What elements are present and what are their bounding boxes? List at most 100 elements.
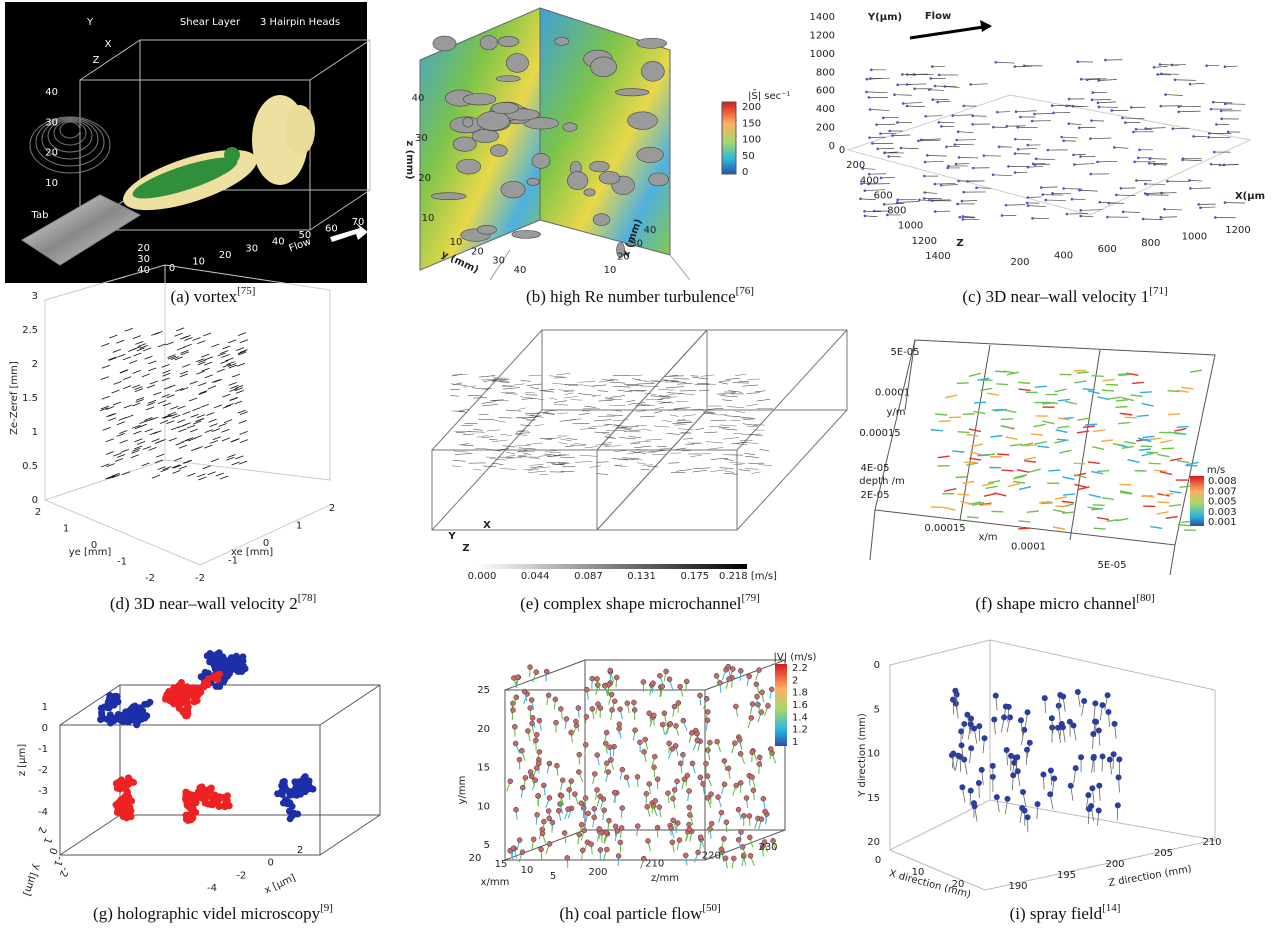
frame-line (1058, 399, 1070, 400)
particle (1132, 131, 1135, 134)
caption-text: (b) high Re number turbulence (526, 287, 736, 306)
frame-line (516, 431, 524, 432)
frame-line (1098, 102, 1116, 103)
tick-label: -2 (57, 865, 71, 878)
particle (606, 818, 611, 823)
particle (1156, 73, 1159, 76)
particle (1146, 193, 1149, 196)
droplet (1055, 725, 1061, 731)
particle (896, 84, 899, 87)
droplet (1049, 715, 1055, 721)
frame-line (1080, 190, 1098, 191)
frame-line (123, 377, 131, 380)
tick-label: 10 (422, 213, 435, 224)
frame-line (588, 426, 600, 428)
frame-line (193, 421, 201, 424)
frame-line (217, 369, 225, 372)
particle (749, 715, 754, 720)
particle (896, 121, 899, 124)
frame-line (670, 255, 690, 280)
particle (632, 707, 637, 712)
caption: (g) holographic videl microscopy[9] (93, 902, 333, 923)
droplet (1111, 751, 1117, 757)
frame-line (1094, 528, 1106, 529)
particle (731, 856, 736, 861)
frame-line (240, 340, 248, 343)
tick-label: 25 (477, 685, 490, 696)
frame-line (210, 424, 218, 427)
frame-line (1179, 486, 1191, 487)
particle (1014, 65, 1017, 68)
tick-label: 200 (588, 867, 607, 878)
particle (992, 126, 995, 129)
iso-surface (567, 172, 588, 190)
frame-line (216, 473, 224, 476)
particle (747, 835, 752, 840)
frame-line (630, 375, 642, 376)
frame-line (967, 517, 979, 518)
frame-line (935, 183, 956, 184)
frame-line (210, 441, 218, 444)
particle (660, 684, 665, 689)
particle (671, 818, 676, 823)
particle (1065, 105, 1068, 108)
droplet (1008, 753, 1014, 759)
particle (1153, 66, 1156, 69)
frame-line (238, 333, 246, 336)
frame-line (1122, 447, 1134, 449)
particle (553, 720, 558, 725)
frame-line (755, 391, 765, 392)
caption: (f) shape micro channel[80] (975, 592, 1154, 613)
particle (1224, 65, 1227, 68)
particle (576, 769, 581, 774)
frame-line (907, 106, 925, 107)
droplet (979, 767, 985, 773)
particle (566, 807, 571, 812)
particle (959, 216, 962, 219)
particle (703, 761, 708, 766)
particle (1138, 149, 1141, 152)
iso-surface (463, 117, 473, 127)
particle (589, 842, 594, 847)
particle (681, 718, 686, 723)
frame-line (938, 101, 951, 102)
particle (971, 123, 974, 126)
particle (1163, 208, 1166, 211)
tick-label: 0.00015 (924, 523, 965, 534)
particle (934, 85, 937, 88)
frame-line (131, 450, 139, 453)
particle (759, 817, 764, 822)
frame-line (146, 407, 154, 410)
particle (528, 705, 533, 710)
particle (1110, 109, 1113, 112)
tick-label: 0.218 [m/s] (719, 571, 777, 582)
particle (633, 728, 638, 733)
frame-line (1056, 430, 1068, 433)
frame-line (1106, 384, 1118, 385)
frame-line (897, 202, 918, 203)
frame-line (957, 383, 969, 384)
particle (901, 73, 904, 76)
particle (569, 779, 574, 784)
particle (902, 102, 905, 105)
frame-line (163, 403, 171, 406)
frame-line (1057, 426, 1069, 428)
particle (1135, 128, 1138, 131)
particle (657, 673, 662, 678)
particle (1073, 163, 1076, 166)
frame-line (604, 424, 621, 426)
tick-label: 20 (469, 853, 482, 864)
frame-line (1008, 484, 1020, 487)
particle (583, 742, 588, 747)
frame-line (1069, 124, 1082, 125)
frame-line (735, 411, 745, 413)
label: y [μm] (21, 862, 43, 897)
frame-line (500, 469, 516, 470)
frame (848, 95, 1250, 215)
frame-line (987, 393, 999, 395)
particle (983, 154, 986, 157)
frame-line (535, 425, 544, 426)
particle (750, 775, 755, 780)
frame-line (724, 459, 733, 460)
particle (958, 156, 961, 159)
